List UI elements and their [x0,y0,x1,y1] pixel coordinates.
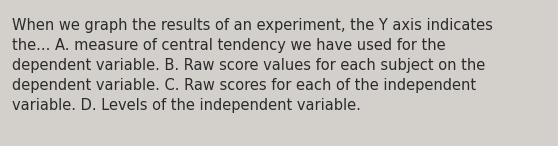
Text: dependent variable. C. Raw scores for each of the independent: dependent variable. C. Raw scores for ea… [12,78,476,93]
Text: dependent variable. B. Raw score values for each subject on the: dependent variable. B. Raw score values … [12,58,485,73]
Text: the... A. measure of central tendency we have used for the: the... A. measure of central tendency we… [12,38,446,53]
Text: variable. D. Levels of the independent variable.: variable. D. Levels of the independent v… [12,98,361,113]
Text: When we graph the results of an experiment, the Y axis indicates: When we graph the results of an experime… [12,18,493,33]
